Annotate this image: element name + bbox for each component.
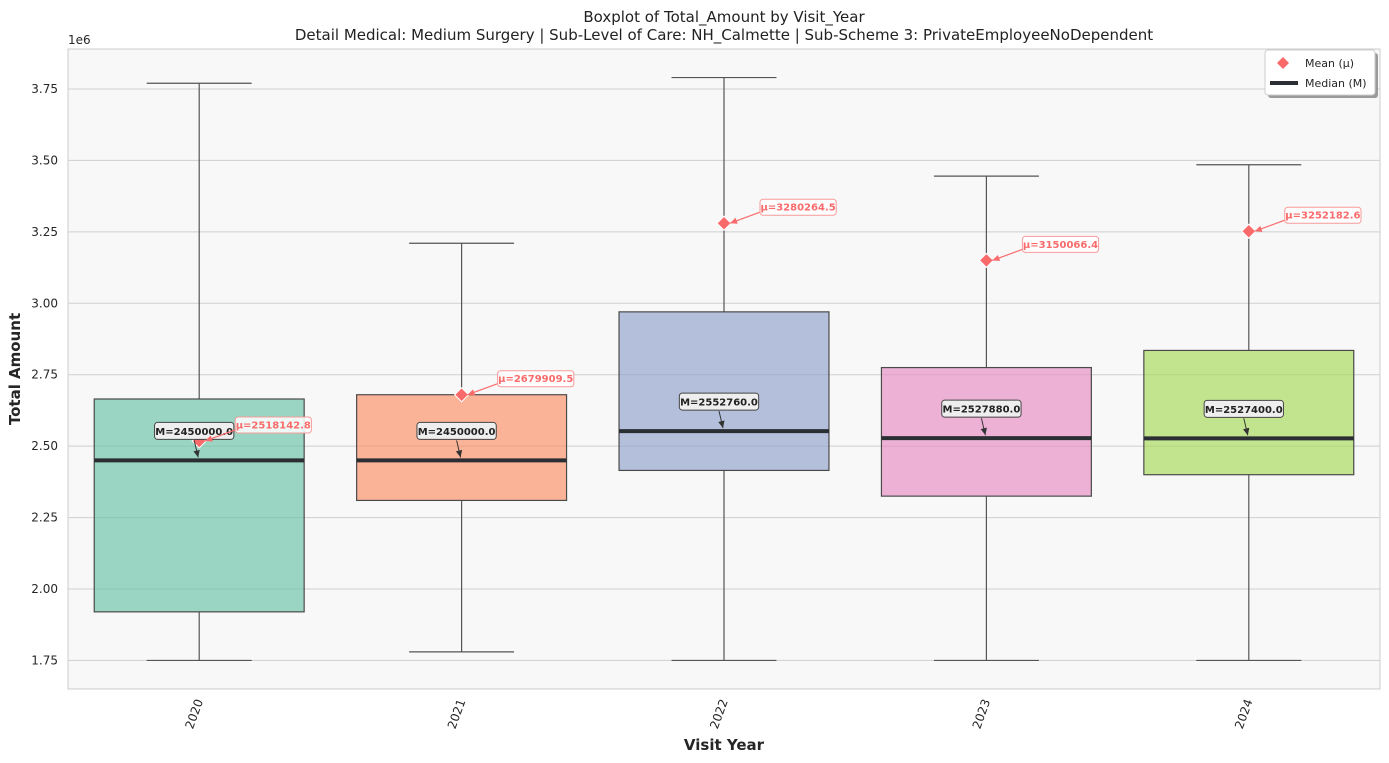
x-tick-label: 2023 xyxy=(970,697,994,730)
mean-annotation-label: μ=3150066.4 xyxy=(1023,240,1098,251)
x-tick-label: 2020 xyxy=(182,697,206,730)
mean-annotation-label: μ=3252182.6 xyxy=(1285,211,1360,222)
mean-annotation-box xyxy=(497,370,575,388)
annotation-arrowhead xyxy=(992,254,1001,262)
x-tick-label: 2024 xyxy=(1232,697,1256,730)
median-annotation-box xyxy=(1203,399,1284,418)
y-tick-label: 1.75 xyxy=(31,653,58,667)
mean-annotation-box xyxy=(1284,206,1362,224)
annotation-arrowhead xyxy=(1254,225,1263,232)
legend-mean-marker xyxy=(1277,57,1289,69)
mean-annotation-box xyxy=(759,198,837,216)
y-tick-label: 3.00 xyxy=(31,296,58,310)
annotation-arrowhead xyxy=(1243,427,1250,436)
y-axis-label: Total Amount xyxy=(6,313,24,425)
median-annotation-label: M=2552760.0 xyxy=(680,398,758,409)
annotation-arrowhead xyxy=(730,217,738,224)
x-tick-label: 2022 xyxy=(707,697,731,730)
chart-subtitle: Detail Medical: Medium Surgery | Sub-Lev… xyxy=(295,26,1153,45)
median-annotation-box xyxy=(416,421,497,440)
annotations-layer: M=2450000.0μ=2518142.8M=2450000.0μ=26799… xyxy=(154,198,1362,458)
median-annotation-label: M=2527880.0 xyxy=(943,405,1021,416)
median-annotation-label: M=2527400.0 xyxy=(1205,405,1283,416)
median-annotation-box xyxy=(941,399,1022,418)
x-tick-label: 2021 xyxy=(445,697,469,730)
box-2022 xyxy=(618,311,830,472)
y-tick-label: 3.75 xyxy=(31,82,58,96)
y-tick-label: 3.50 xyxy=(31,153,58,167)
legend-median-label: Median (M) xyxy=(1305,77,1367,90)
mean-marker xyxy=(716,215,732,231)
y-tick-label: 2.00 xyxy=(31,582,58,596)
annotation-arrowhead xyxy=(205,435,213,442)
box-2023 xyxy=(880,366,1092,497)
y-tick-label: 3.25 xyxy=(31,225,58,239)
mean-annotation-label: μ=3280264.5 xyxy=(760,203,835,214)
annotation-arrowhead xyxy=(718,420,725,429)
mean-marker xyxy=(978,252,995,269)
legend: Mean (μ) Median (M) xyxy=(1264,49,1378,98)
chart-title: Boxplot of Total_Amount by Visit_Year xyxy=(583,8,865,27)
y-tick-label: 2.25 xyxy=(31,511,58,525)
mean-annotation-label: μ=2518142.8 xyxy=(236,420,311,431)
x-axis-label: Visit Year xyxy=(684,736,765,754)
median-annotation-label: M=2450000.0 xyxy=(155,427,233,438)
y-tick-label: 2.75 xyxy=(31,368,58,382)
mean-annotation-label: μ=2679909.5 xyxy=(498,374,573,385)
median-annotation-label: M=2450000.0 xyxy=(418,427,496,438)
y-tick-label: 2.50 xyxy=(31,439,58,453)
annotation-arrowhead xyxy=(193,449,200,458)
median-annotation-box xyxy=(678,392,760,411)
y-offset-label: 1e6 xyxy=(68,33,91,47)
mean-marker xyxy=(453,387,470,403)
annotation-arrowhead xyxy=(467,389,476,396)
legend-mean-label: Mean (μ) xyxy=(1305,57,1354,70)
annotation-arrowhead xyxy=(455,449,463,458)
boxes-layer xyxy=(93,76,1355,662)
box-2021 xyxy=(356,394,568,502)
mean-annotation-box xyxy=(234,416,312,434)
annotation-arrowhead xyxy=(980,427,987,436)
mean-marker xyxy=(1241,223,1257,239)
mean-annotation-box xyxy=(1021,235,1100,253)
